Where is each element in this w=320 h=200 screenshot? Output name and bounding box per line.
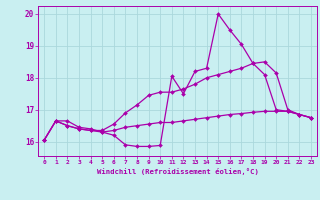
X-axis label: Windchill (Refroidissement éolien,°C): Windchill (Refroidissement éolien,°C) xyxy=(97,168,259,175)
